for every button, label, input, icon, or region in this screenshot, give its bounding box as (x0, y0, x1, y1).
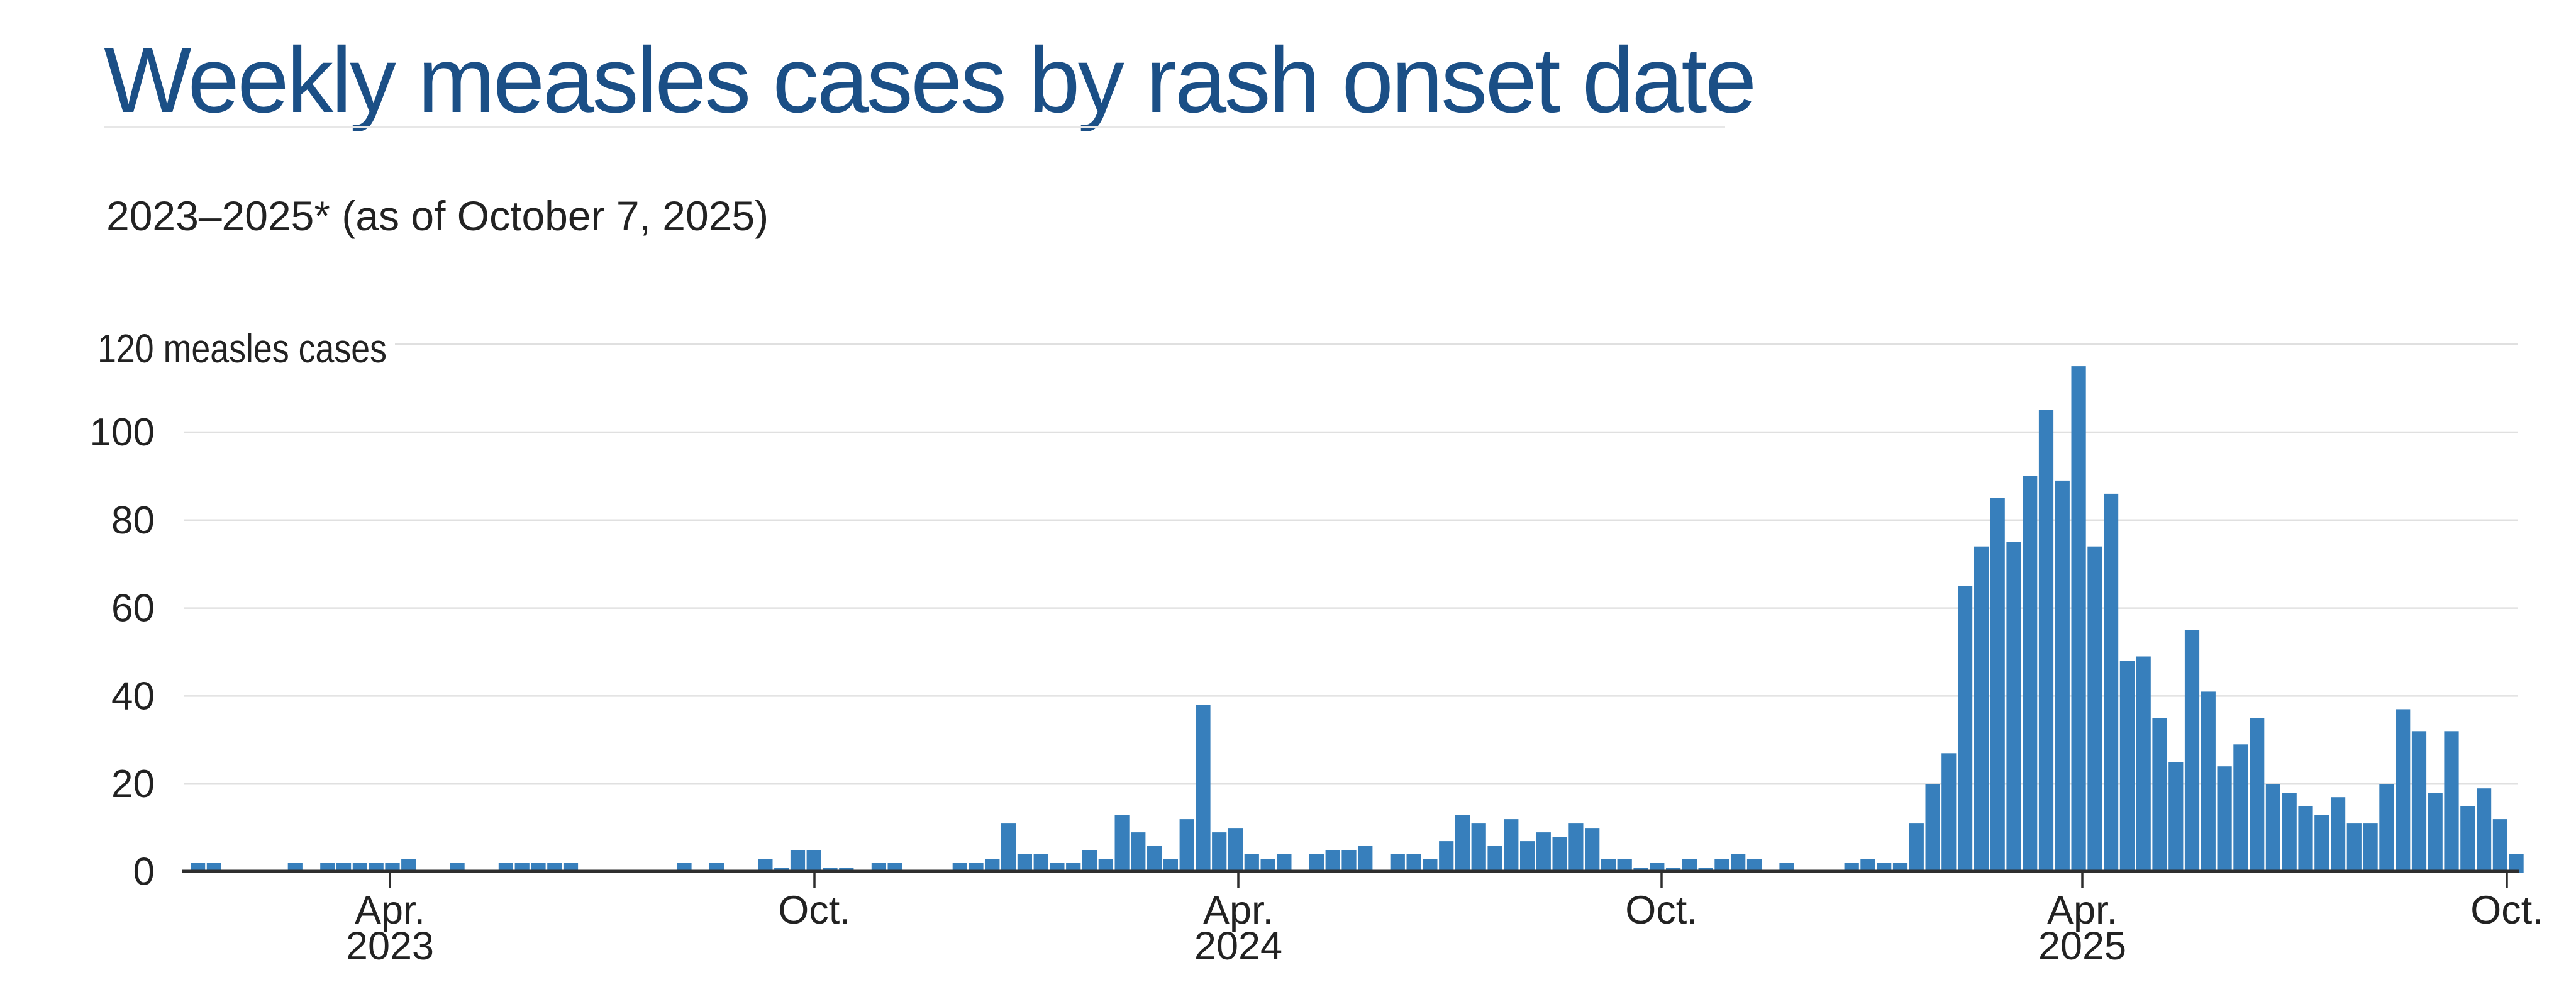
svg-text:20: 20 (111, 762, 155, 806)
svg-text:Oct.: Oct. (778, 888, 851, 932)
svg-text:0: 0 (133, 850, 155, 893)
svg-text:Oct.: Oct. (1625, 888, 1698, 932)
svg-text:2023: 2023 (346, 924, 434, 968)
svg-text:Oct.: Oct. (2470, 888, 2543, 932)
svg-text:2024: 2024 (1194, 924, 1282, 968)
svg-text:Apr.: Apr. (355, 888, 425, 932)
svg-text:80: 80 (111, 499, 155, 542)
svg-text:Apr.: Apr. (2047, 888, 2118, 932)
svg-text:2025: 2025 (2038, 924, 2126, 968)
svg-text:60: 60 (111, 587, 155, 630)
svg-text:120 measles cases: 120 measles cases (97, 326, 387, 371)
svg-text:Apr.: Apr. (1203, 888, 1274, 932)
svg-text:100: 100 (90, 411, 155, 454)
svg-text:40: 40 (111, 674, 155, 718)
